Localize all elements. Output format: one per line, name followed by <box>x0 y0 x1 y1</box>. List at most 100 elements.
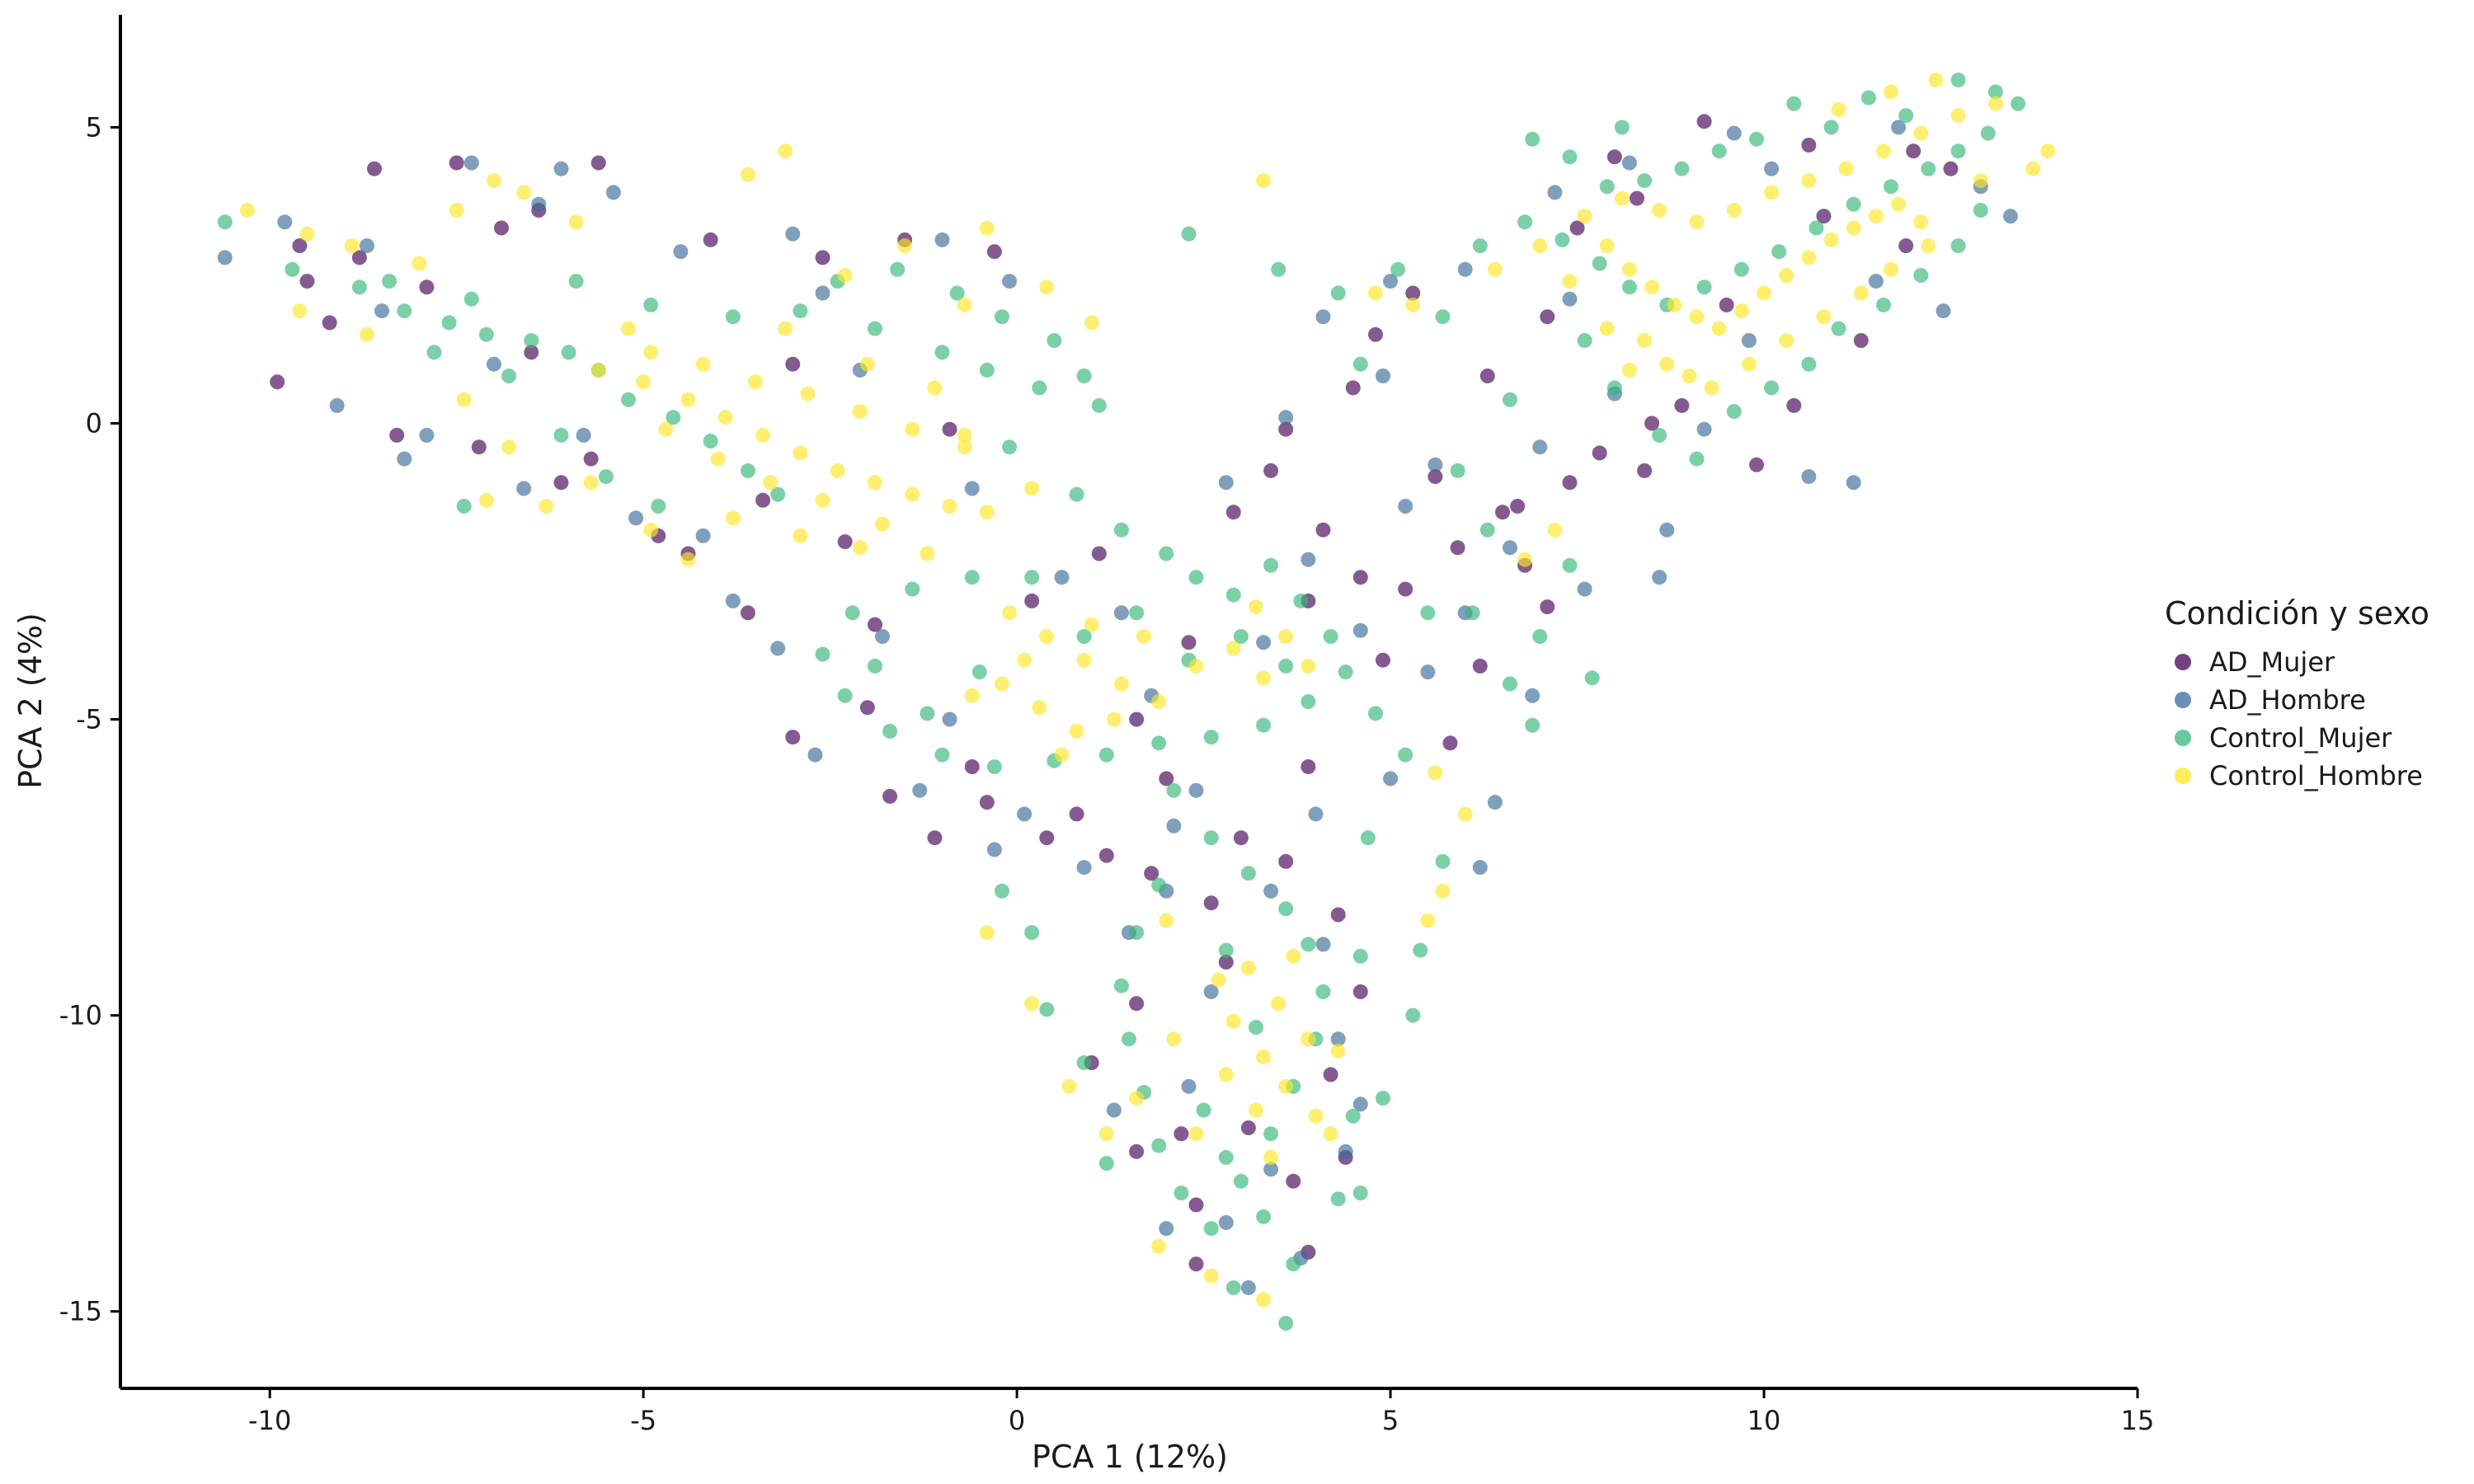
data-point <box>793 445 808 461</box>
data-point <box>1263 1162 1279 1177</box>
data-point <box>875 516 890 532</box>
data-point <box>979 220 995 236</box>
data-point <box>1076 860 1092 876</box>
data-point <box>905 486 920 502</box>
data-point <box>598 469 614 485</box>
data-point <box>1129 1091 1145 1106</box>
data-point <box>1749 131 1764 147</box>
data-point <box>1667 297 1682 312</box>
data-point <box>995 883 1009 899</box>
data-point <box>1383 274 1399 289</box>
data-point <box>1323 1126 1338 1142</box>
data-point <box>487 356 501 372</box>
data-point <box>1076 369 1092 383</box>
data-point <box>217 250 233 265</box>
data-point <box>285 261 300 277</box>
data-point <box>748 374 763 390</box>
data-point <box>1622 362 1637 378</box>
data-point <box>800 386 816 402</box>
data-point <box>1614 190 1630 206</box>
data-point <box>1525 688 1540 703</box>
data-point <box>1823 232 1839 247</box>
data-point <box>516 185 532 200</box>
data-point <box>1405 285 1421 301</box>
data-point <box>830 463 845 478</box>
data-point <box>299 274 315 289</box>
data-point <box>1838 161 1854 176</box>
data-point <box>1352 570 1368 585</box>
data-point <box>1345 380 1361 396</box>
data-point <box>1300 1031 1316 1047</box>
data-point <box>1973 173 1988 189</box>
data-point <box>957 297 972 312</box>
x-tick-label: -10 <box>248 1405 291 1436</box>
data-point <box>397 303 412 319</box>
data-point <box>1218 1149 1234 1165</box>
data-point <box>270 374 285 390</box>
data-point <box>643 297 659 312</box>
data-point <box>1398 499 1413 514</box>
data-point <box>1637 333 1653 348</box>
data-point <box>1151 1238 1167 1254</box>
data-point <box>1741 356 1757 372</box>
data-point <box>1300 658 1316 674</box>
data-point <box>1174 1126 1189 1142</box>
data-point <box>1225 505 1241 520</box>
data-point <box>1540 309 1555 325</box>
data-point <box>1891 196 1907 212</box>
data-point <box>1159 1221 1174 1237</box>
data-point <box>1136 629 1152 644</box>
data-point <box>277 214 293 230</box>
data-point <box>553 427 569 443</box>
data-point <box>1054 570 1070 585</box>
data-point <box>1696 114 1712 129</box>
data-point <box>1218 1067 1234 1082</box>
data-point <box>815 285 830 301</box>
data-point <box>1532 439 1548 455</box>
data-point <box>971 665 987 680</box>
data-point <box>1225 1280 1241 1295</box>
data-point <box>1256 1049 1272 1064</box>
data-point <box>1913 268 1929 283</box>
data-point <box>1696 279 1712 295</box>
data-point <box>1427 469 1443 485</box>
data-point <box>763 475 778 491</box>
data-point <box>478 326 494 342</box>
data-point <box>1159 771 1174 787</box>
data-point <box>1151 694 1167 709</box>
data-point <box>964 759 980 774</box>
data-point <box>1315 937 1331 952</box>
data-point <box>1479 522 1495 538</box>
data-point <box>1076 629 1092 644</box>
data-point <box>957 439 972 455</box>
data-point <box>1554 232 1570 247</box>
data-point <box>1457 261 1473 277</box>
x-tick-label: 5 <box>1382 1405 1399 1436</box>
data-point <box>1129 925 1145 941</box>
data-point <box>920 706 935 721</box>
data-point <box>1950 143 1966 159</box>
data-point <box>1256 717 1272 733</box>
data-point <box>360 326 374 342</box>
data-point <box>1263 1126 1279 1142</box>
data-point <box>1503 392 1517 407</box>
data-point <box>1263 557 1279 573</box>
data-point <box>1249 1102 1263 1118</box>
data-point <box>1884 261 1898 277</box>
data-point <box>621 321 636 336</box>
data-point <box>1592 445 1607 461</box>
data-point <box>1084 315 1099 331</box>
data-point <box>1435 853 1451 869</box>
data-point <box>1577 209 1592 224</box>
data-point <box>1352 356 1368 372</box>
legend-item-control-mujer: Control_Mujer <box>2165 719 2429 757</box>
data-point <box>1225 1013 1241 1029</box>
data-point <box>1188 782 1204 798</box>
data-point <box>1592 256 1607 271</box>
data-point <box>1525 717 1540 733</box>
data-point <box>1435 309 1451 325</box>
data-point <box>1278 1316 1294 1331</box>
data-point <box>710 451 726 467</box>
data-point <box>1622 155 1637 171</box>
data-point <box>605 185 621 200</box>
